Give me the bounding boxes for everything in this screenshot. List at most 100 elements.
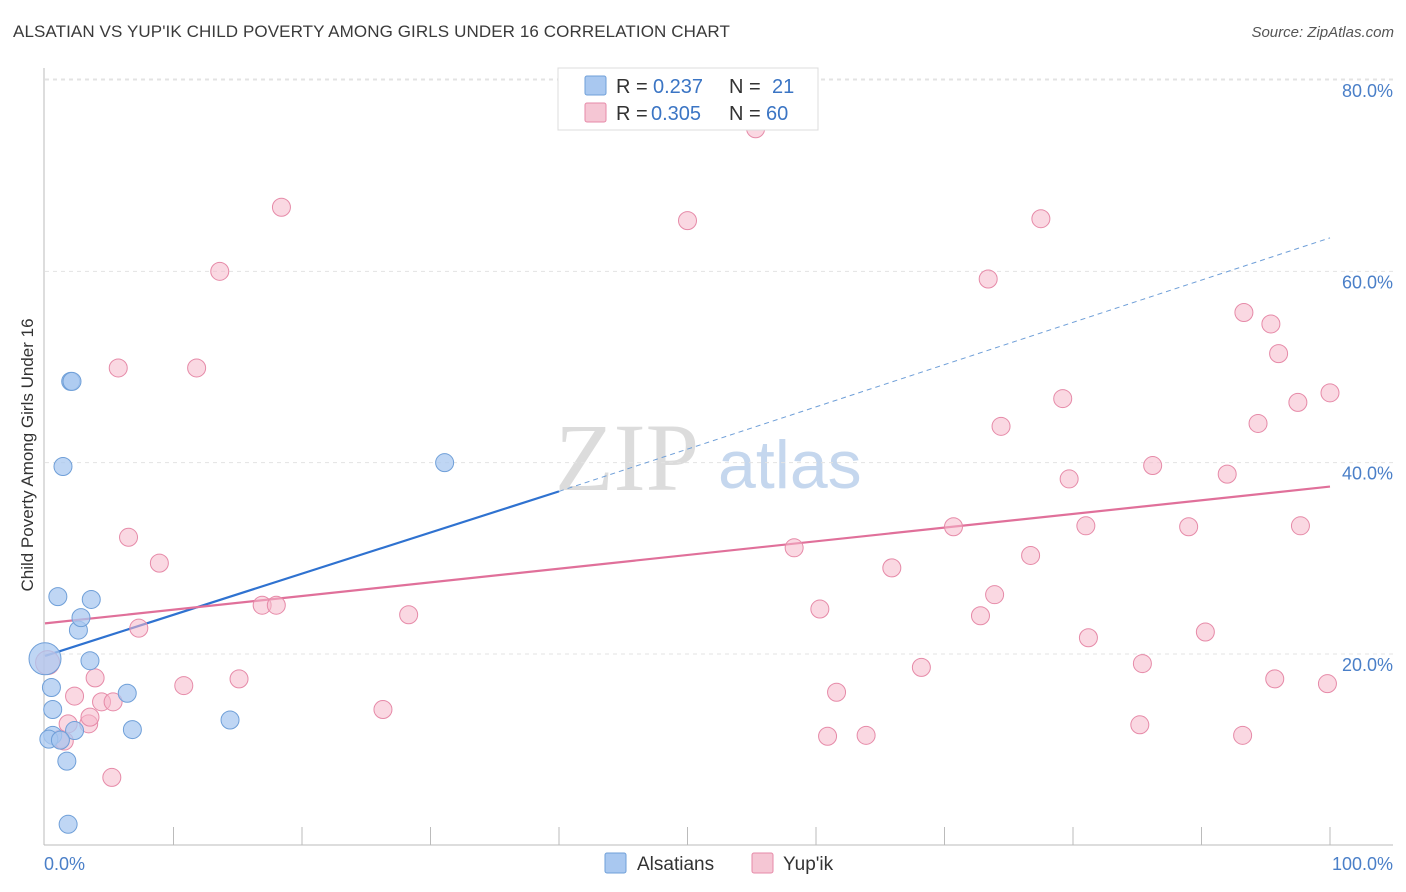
chart-title: ALSATIAN VS YUP'IK CHILD POVERTY AMONG G…	[13, 22, 730, 41]
point-yupik-30	[856, 725, 876, 745]
watermark-zip: ZIP	[555, 404, 699, 511]
axes	[43, 68, 1393, 846]
point-yupik-31	[882, 558, 902, 578]
y-tick-label-60: 60.0%	[1342, 272, 1393, 292]
legend-swatch-alsatians	[584, 75, 607, 96]
point-yupik-24	[678, 211, 697, 231]
point-yupik-36	[985, 585, 1005, 605]
point-yupik-20	[266, 595, 286, 615]
bottom-legend-label-yupik: Yup'ik	[783, 854, 834, 875]
point-yupik-52	[1248, 413, 1268, 433]
data-points	[28, 119, 1340, 834]
gridlines	[45, 78, 1393, 655]
point-yupik-37	[991, 416, 1011, 436]
point-alsatians-5	[53, 456, 73, 476]
point-yupik-57	[1290, 516, 1310, 536]
point-alsatians-12	[71, 608, 91, 628]
y-tick-label-80: 80.0%	[1342, 81, 1393, 101]
point-yupik-43	[1078, 628, 1098, 648]
point-yupik-55	[1269, 344, 1289, 364]
point-yupik-44	[1130, 715, 1150, 735]
legend-r-label-1: R =	[616, 76, 648, 98]
bottom-legend-label-alsatians: Alsatians	[637, 854, 714, 875]
legend-n-label-2: N =	[729, 103, 761, 125]
point-yupik-14	[149, 553, 169, 573]
point-yupik-28	[818, 726, 838, 746]
point-yupik-7	[85, 668, 105, 688]
point-alsatians-9	[62, 371, 82, 391]
trend-line-alsatians	[44, 490, 560, 657]
point-yupik-4	[65, 686, 85, 706]
point-yupik-16	[187, 358, 207, 378]
point-yupik-13	[129, 618, 149, 638]
point-yupik-18	[229, 669, 249, 689]
point-yupik-38	[1021, 545, 1041, 565]
point-yupik-46	[1143, 456, 1163, 476]
legend-n-value-1: 21	[772, 76, 794, 98]
point-yupik-54	[1265, 669, 1285, 689]
point-yupik-17	[210, 261, 230, 281]
watermark-atlas: atlas	[718, 427, 862, 503]
bottom-legend: Alsatians Yup'ik	[604, 852, 834, 875]
point-alsatians-10	[65, 721, 85, 741]
point-alsatians-2	[43, 699, 63, 719]
point-yupik-56	[1288, 392, 1308, 412]
bottom-legend-swatch-alsatians	[604, 852, 627, 874]
trend-line-alsatians-extension	[558, 237, 1331, 492]
point-alsatians-18	[435, 453, 455, 473]
point-yupik-42	[1076, 516, 1096, 536]
point-yupik-21	[271, 197, 291, 217]
point-alsatians-1	[41, 677, 61, 697]
point-yupik-50	[1233, 725, 1253, 745]
point-yupik-34	[970, 606, 990, 626]
point-yupik-33	[943, 517, 963, 537]
point-yupik-26	[784, 538, 804, 558]
point-alsatians-0	[28, 642, 62, 676]
y-axis-label: Child Poverty Among Girls Under 16	[18, 318, 37, 591]
point-yupik-39	[1031, 209, 1051, 229]
tick-labels: 20.0% 40.0% 60.0% 80.0% 0.0% 100.0%	[44, 81, 1393, 874]
point-yupik-29	[827, 682, 847, 702]
source-label: Source: ZipAtlas.com	[1251, 24, 1394, 41]
legend-n-label-1: N =	[729, 76, 761, 98]
bottom-legend-swatch-yupik	[751, 852, 774, 874]
point-yupik-59	[1320, 383, 1340, 403]
point-yupik-12	[119, 527, 139, 547]
point-yupik-41	[1059, 469, 1079, 489]
point-yupik-15	[174, 676, 194, 696]
point-alsatians-17	[220, 710, 240, 730]
point-yupik-35	[978, 269, 998, 289]
point-alsatians-4	[48, 587, 68, 607]
point-yupik-48	[1195, 622, 1215, 642]
point-yupik-58	[1317, 674, 1337, 694]
x-tick-label-min: 0.0%	[44, 854, 85, 874]
point-yupik-49	[1217, 464, 1237, 484]
point-yupik-40	[1053, 389, 1073, 409]
x-tick-label-max: 100.0%	[1332, 854, 1393, 874]
legend-swatch-yupik	[584, 102, 607, 123]
point-yupik-53	[1261, 314, 1281, 334]
point-alsatians-14	[81, 589, 101, 609]
point-yupik-9	[102, 767, 122, 787]
point-alsatians-16	[122, 720, 142, 740]
legend-r-value-1: 0.237	[653, 76, 703, 98]
point-alsatians-15	[117, 683, 137, 703]
point-yupik-22	[373, 699, 393, 719]
point-alsatians-20	[50, 730, 70, 750]
point-yupik-32	[911, 657, 931, 677]
y-tick-label-40: 40.0%	[1342, 464, 1393, 484]
point-alsatians-7	[58, 814, 78, 834]
point-yupik-27	[810, 599, 830, 619]
legend-r-value-2: 0.305	[651, 103, 701, 125]
point-alsatians-6	[57, 751, 77, 771]
legend-n-value-2: 60	[766, 103, 788, 125]
point-yupik-11	[108, 358, 128, 378]
point-yupik-45	[1132, 654, 1152, 674]
point-alsatians-13	[80, 651, 100, 671]
point-yupik-23	[399, 605, 419, 625]
y-tick-label-20: 20.0%	[1342, 655, 1393, 675]
point-yupik-51	[1234, 302, 1254, 322]
point-yupik-10	[103, 692, 123, 712]
top-legend: R = 0.237 N = 21 R = 0.305 N = 60	[557, 67, 819, 131]
